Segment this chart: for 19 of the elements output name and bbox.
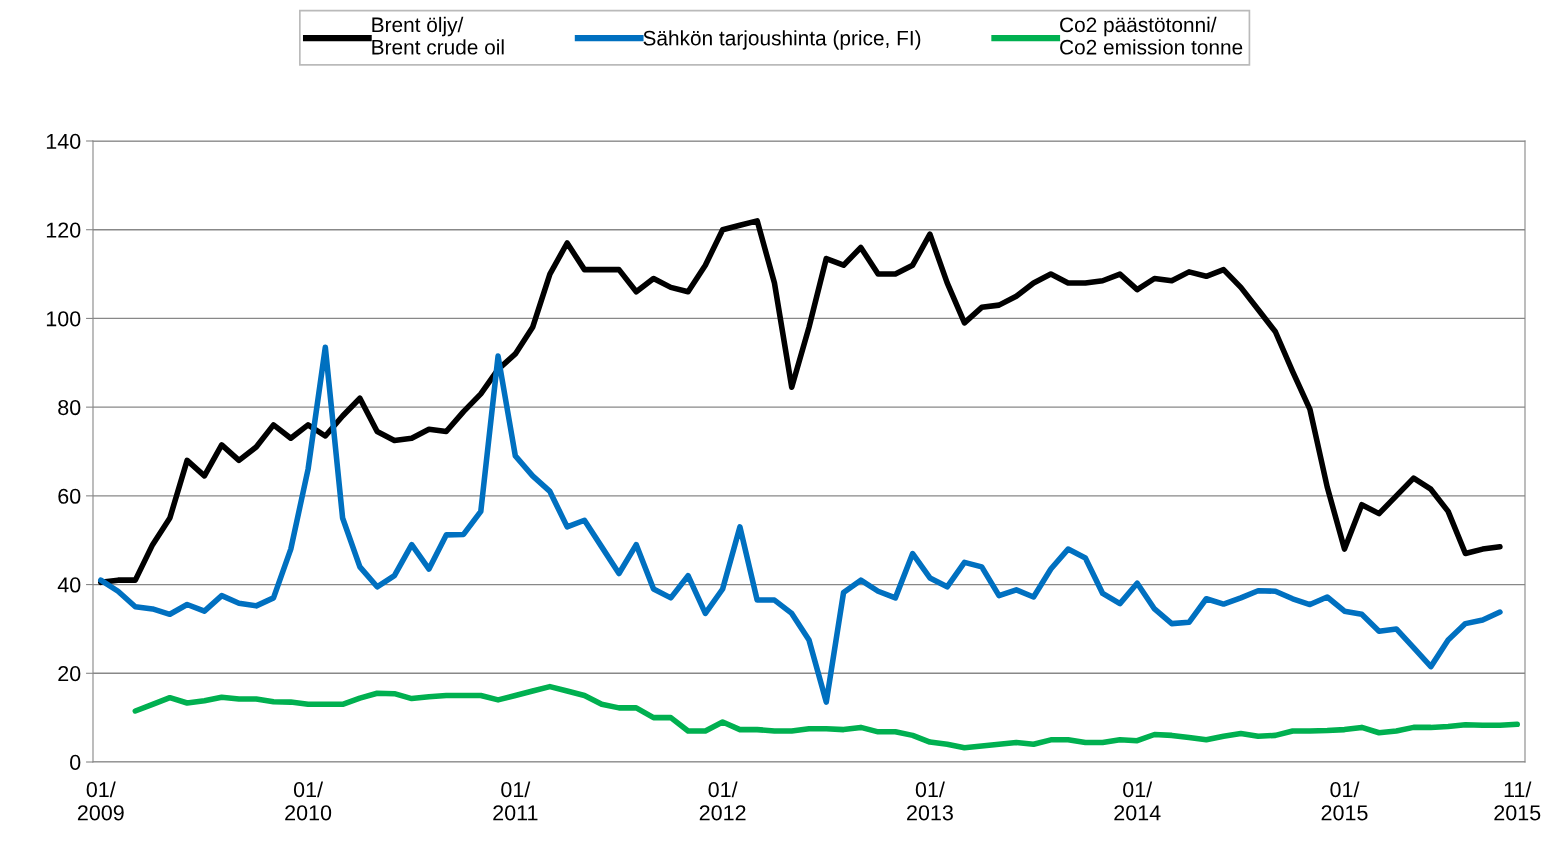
x-tick-label: 01/ 2011	[493, 781, 538, 821]
y-tick-label: 40	[57, 577, 81, 593]
x-tick-label: 01/ 2015	[1321, 781, 1368, 821]
y-tick-label: 100	[46, 311, 81, 327]
y-tick-label: 80	[58, 399, 81, 416]
x-tick-label: 01/ 2014	[1114, 781, 1161, 821]
x-tick-label: 01/ 2010	[285, 781, 332, 821]
x-tick-label: 01/ 2013	[907, 781, 953, 821]
y-tick-label: 140	[46, 133, 81, 150]
y-tick-label: 20	[58, 666, 81, 682]
legend-label: Brent öljy/ Brent crude oil	[372, 16, 504, 55]
x-tick-label: 11/ 2015	[1494, 781, 1541, 821]
legend-label: Sähkön tarjoushinta (price, FI)	[643, 30, 921, 50]
y-tick-label: 120	[46, 222, 81, 238]
legend-label: Co2 päästötonni/ Co2 emission tonne	[1060, 16, 1243, 55]
y-tick-label: 0	[70, 754, 81, 771]
y-tick-label: 60	[58, 488, 81, 504]
x-tick-label: 01/ 2012	[699, 781, 746, 821]
x-tick-label: 01/ 2009	[77, 781, 124, 821]
